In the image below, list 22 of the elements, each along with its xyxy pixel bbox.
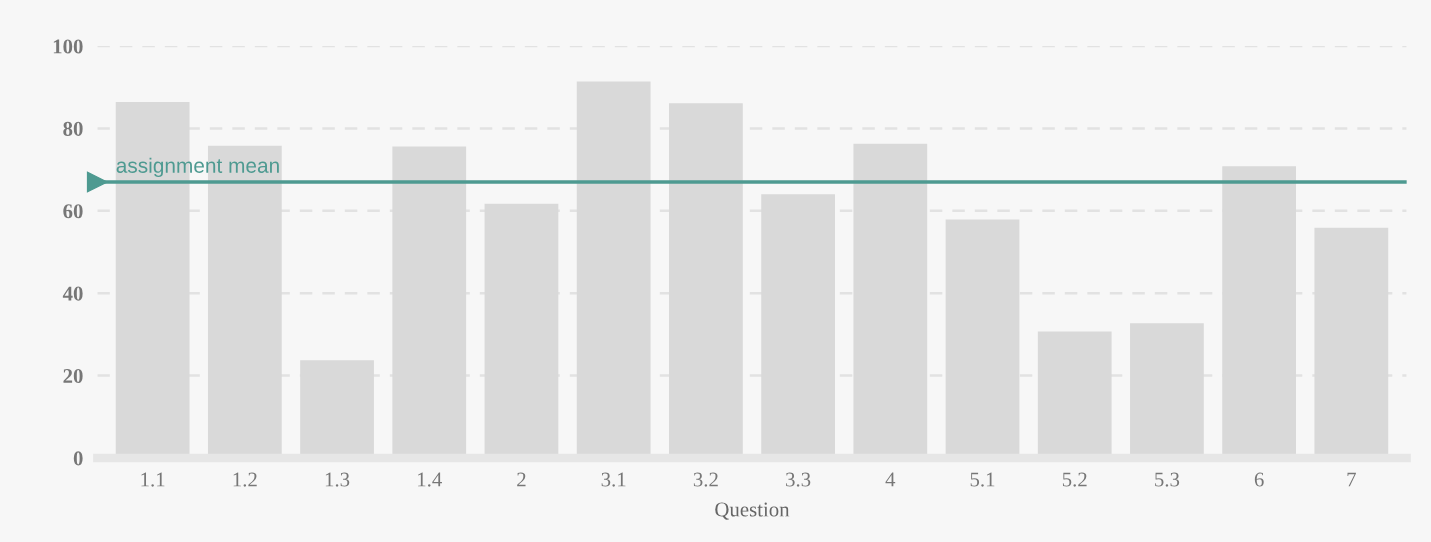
y-tick-label: 80	[63, 121, 83, 136]
y-tick-label: 40	[62, 286, 83, 301]
x-tick-label: 6	[1254, 472, 1264, 487]
x-tick-label: 5.3	[1155, 472, 1180, 487]
x-tick-label: 3.2	[693, 472, 718, 487]
y-tick-label: 20	[63, 368, 83, 384]
x-tick-label: 3.3	[786, 472, 811, 487]
ref-line-label: assignment mean	[116, 157, 279, 178]
x-tick-label: 5.1	[970, 472, 995, 487]
x-tick-label: 1.4	[418, 472, 442, 487]
x-tick-label: 3.1	[601, 472, 626, 487]
y-tick-label: 0	[73, 451, 83, 466]
x-tick-label: 5.2	[1062, 472, 1087, 487]
x-tick-label: 7	[1347, 472, 1356, 487]
x-axis-title: Question	[715, 502, 790, 520]
x-tick-label: 1.1	[141, 472, 165, 487]
x-tick-label: 2	[517, 472, 526, 487]
y-tick-label: 100	[53, 39, 83, 54]
y-tick-label: 60	[63, 204, 83, 219]
x-tick-label: 1.2	[233, 472, 257, 487]
x-tick-label: 4	[885, 472, 896, 487]
x-tick-label: 1.3	[325, 472, 350, 487]
